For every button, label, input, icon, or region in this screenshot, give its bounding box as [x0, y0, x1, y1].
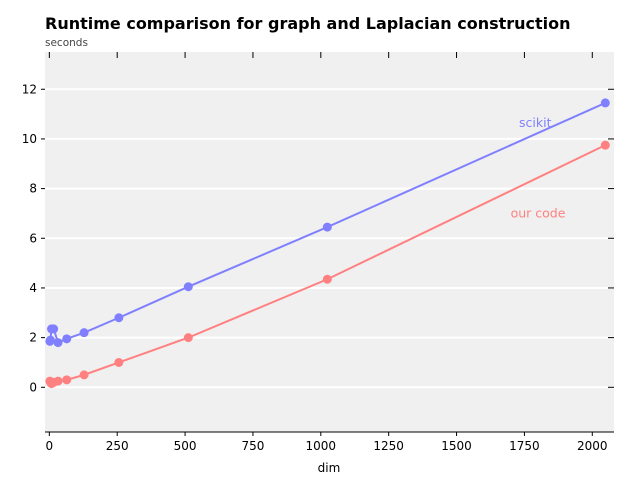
- series-scikit: scikit: [45, 98, 610, 348]
- y-tick-label: 4: [29, 281, 37, 295]
- x-axis-label: dim: [318, 461, 341, 475]
- data-point: [53, 338, 63, 348]
- data-point: [79, 328, 89, 338]
- data-point: [322, 274, 332, 284]
- x-tick-label: 250: [106, 439, 129, 453]
- x-tick-label: 1250: [373, 439, 404, 453]
- y-tick-label: 8: [29, 182, 37, 196]
- data-point: [45, 335, 55, 345]
- x-tick-label: 750: [241, 439, 264, 453]
- series-our-code: our code: [45, 140, 610, 389]
- y-tick-label: 0: [29, 380, 37, 394]
- y-tick-label: 10: [22, 132, 37, 146]
- data-point: [114, 313, 124, 323]
- data-point: [62, 375, 72, 385]
- gridlines: [45, 88, 614, 389]
- data-point: [183, 333, 193, 343]
- right-tick-marks: [608, 88, 614, 388]
- y-tick-label: 12: [22, 82, 37, 96]
- x-axis-ticks: 0 250 500 750 1000 1250 1500 1750 2000: [46, 432, 608, 453]
- data-point: [114, 357, 124, 367]
- data-point: [322, 222, 332, 232]
- x-tick-label: 1750: [509, 439, 540, 453]
- y-axis-ticks: 0 2 4 6 8 10 12: [22, 82, 45, 394]
- y-tick-label: 2: [29, 331, 37, 345]
- data-point: [600, 140, 610, 150]
- y-axis-unit-label: seconds: [45, 37, 88, 49]
- x-tick-label: 1000: [306, 439, 337, 453]
- top-tick-marks: [48, 52, 593, 58]
- x-tick-label: 1500: [441, 439, 472, 453]
- x-tick-label: 0: [46, 439, 54, 453]
- data-point: [79, 370, 89, 380]
- chart-title: Runtime comparison for graph and Laplaci…: [45, 14, 571, 33]
- series-label: scikit: [519, 115, 552, 130]
- series-label: our code: [511, 205, 566, 220]
- x-tick-label: 500: [174, 439, 197, 453]
- series-group: scikit our code: [45, 98, 610, 389]
- data-point: [600, 98, 610, 108]
- data-point: [62, 334, 72, 344]
- plot-area: [45, 52, 614, 432]
- data-point: [49, 324, 59, 334]
- y-tick-label: 6: [29, 231, 37, 245]
- data-point: [183, 282, 193, 292]
- data-point: [53, 376, 63, 386]
- x-tick-label: 2000: [577, 439, 608, 453]
